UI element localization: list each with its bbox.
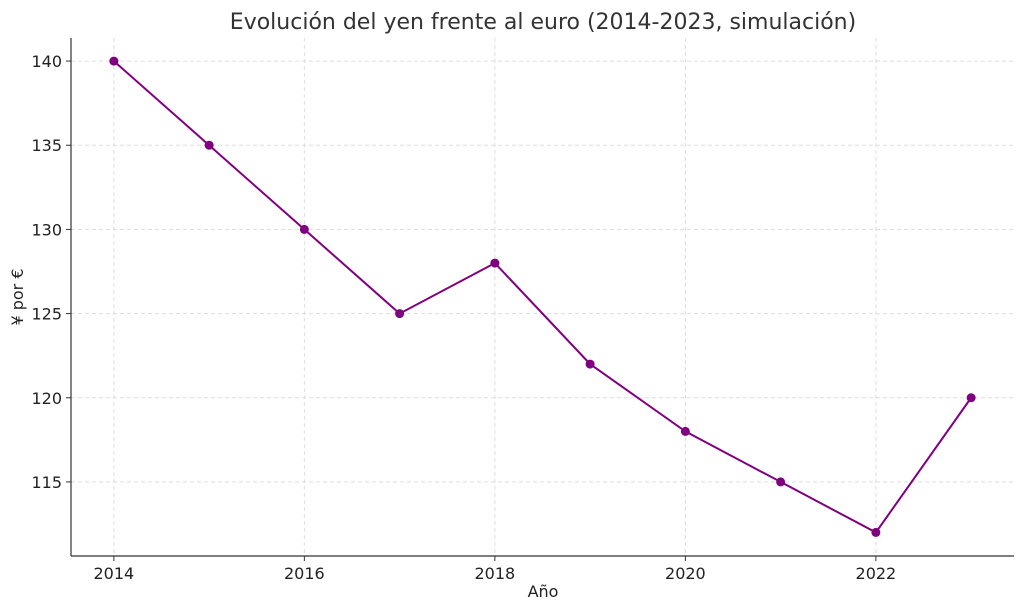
data-point (395, 309, 405, 319)
data-point (680, 426, 690, 436)
ticks: 2014 2016 2018 2020 2022 115 120 125 130 135 140 (31, 52, 896, 583)
y-tick-label: 115 (31, 473, 62, 492)
axes (70, 38, 1014, 557)
data-point (871, 527, 881, 537)
x-tick-label: 2014 (94, 564, 135, 583)
data-point (204, 140, 214, 150)
data-point (966, 393, 976, 403)
data-point (776, 477, 786, 487)
data-point (585, 359, 595, 369)
x-tick-label: 2018 (475, 564, 516, 583)
y-tick-label: 120 (31, 389, 62, 408)
data-point (299, 224, 309, 234)
series-line (113, 60, 972, 534)
x-tick-label: 2016 (284, 564, 325, 583)
series (109, 56, 976, 537)
x-tick-label: 2020 (665, 564, 706, 583)
y-tick-label: 135 (31, 136, 62, 155)
x-tick-label: 2022 (856, 564, 897, 583)
data-point (490, 258, 500, 268)
chart-title: Evolución del yen frente al euro (2014-2… (230, 10, 856, 35)
y-axis-label: ¥ por € (8, 268, 27, 325)
y-tick-label: 130 (31, 220, 62, 239)
grid (71, 38, 1014, 556)
y-tick-label: 140 (31, 52, 62, 71)
data-point (109, 56, 119, 66)
x-axis-label: Año (528, 582, 559, 601)
y-tick-label: 125 (31, 305, 62, 324)
